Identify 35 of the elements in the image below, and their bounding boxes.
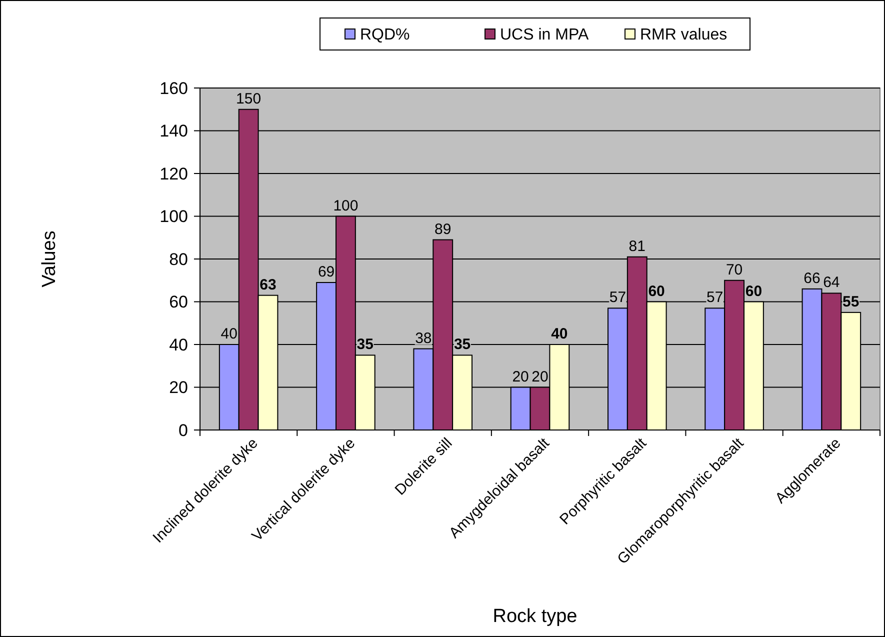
legend-label: UCS in MPA bbox=[500, 26, 589, 44]
data-label: 40 bbox=[220, 326, 238, 342]
y-tick-label: 0 bbox=[178, 420, 188, 440]
y-tick-label: 40 bbox=[169, 335, 188, 354]
y-tick-label: 140 bbox=[160, 122, 188, 141]
data-label: 100 bbox=[333, 197, 358, 214]
data-label: 150 bbox=[236, 90, 262, 108]
data-label: 66 bbox=[804, 270, 820, 287]
x-axis-title: Rock type bbox=[492, 606, 578, 627]
y-tick-label: 20 bbox=[169, 378, 188, 398]
y-tick-label: 120 bbox=[160, 164, 188, 184]
data-label: 60 bbox=[745, 282, 762, 300]
legend-label: RMR values bbox=[640, 26, 728, 44]
data-label: 20 bbox=[532, 368, 548, 386]
data-label: 57 bbox=[706, 289, 724, 306]
data-label: 57 bbox=[609, 289, 626, 306]
y-tick-label: 60 bbox=[169, 292, 188, 312]
data-label: 40 bbox=[551, 326, 568, 342]
data-label: 38 bbox=[415, 330, 432, 347]
data-label: 69 bbox=[318, 264, 335, 281]
data-label: 89 bbox=[434, 220, 452, 238]
data-label: 35 bbox=[454, 336, 471, 354]
y-tick-label: 80 bbox=[169, 250, 188, 269]
data-label: 60 bbox=[648, 282, 665, 300]
data-label: 64 bbox=[823, 274, 840, 292]
y-tick-label: 160 bbox=[160, 78, 188, 98]
data-label: 55 bbox=[842, 293, 860, 310]
y-axis-title: Values bbox=[39, 230, 60, 288]
data-label: 35 bbox=[356, 336, 374, 354]
data-label: 81 bbox=[628, 238, 646, 255]
data-label: 70 bbox=[726, 261, 743, 278]
data-label: 20 bbox=[512, 368, 529, 386]
data-label: 63 bbox=[260, 276, 276, 294]
legend-label: RQD% bbox=[360, 26, 410, 44]
y-tick-label: 100 bbox=[160, 207, 188, 226]
